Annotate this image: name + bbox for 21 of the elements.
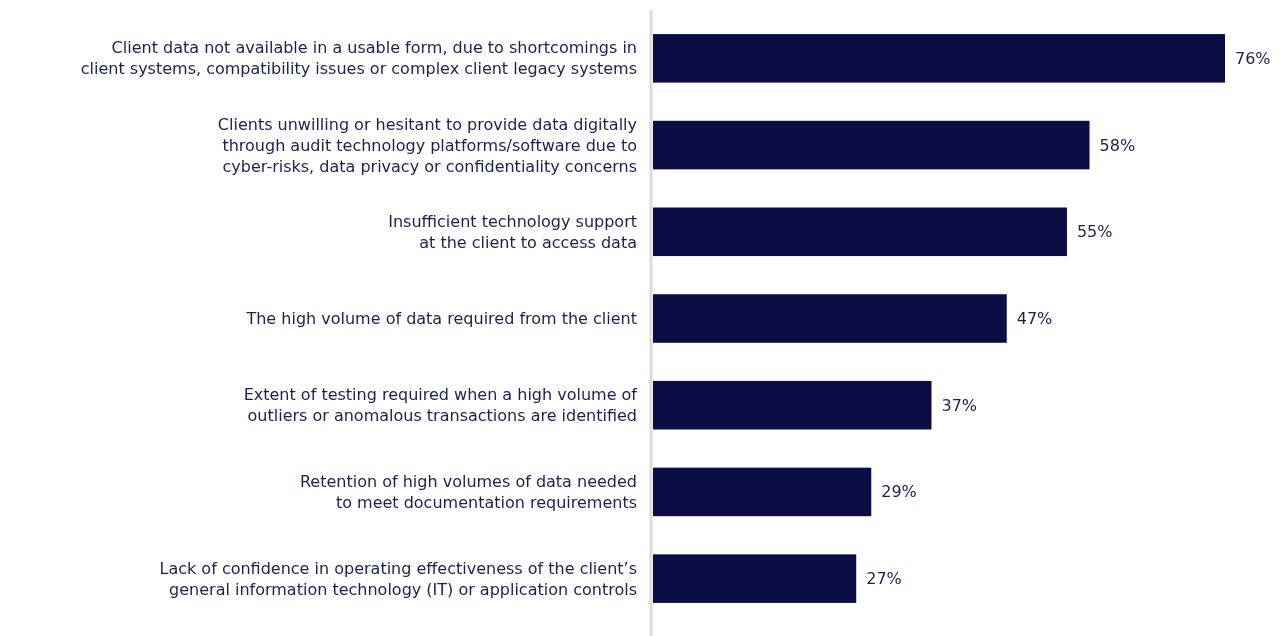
bar: [653, 34, 1225, 83]
data-label: 29%: [881, 482, 917, 502]
data-label: 76%: [1235, 48, 1271, 68]
bar: [653, 467, 872, 517]
data-label: 27%: [866, 569, 902, 589]
bar: [653, 294, 1007, 343]
y-tick-label: Client data not available in a usable form, due to shortcomings in client systems, compatibility issues or complex client legacy systems: [80, 38, 637, 79]
y-tick-label: Retention of high volumes of data needed to meet documentation requirements: [299, 471, 637, 512]
data-label: 55%: [1076, 222, 1113, 242]
data-label: 47%: [1016, 309, 1053, 328]
bar: [653, 120, 1090, 170]
data-label: 58%: [1099, 135, 1136, 155]
bar: [653, 380, 932, 430]
y-tick-label: Extent of testing required when a high volume of outliers or anomalous transactions are identified: [243, 385, 638, 426]
y-tick-label: Clients unwilling or hesitant to provide data digitally through audit technology platforms/software due to cyber-risks, data privacy or confidentiality concerns: [217, 114, 637, 176]
data-label: 37%: [941, 395, 978, 415]
bar: [653, 207, 1067, 257]
y-tick-label: Insufficient technology support at the client to access data: [388, 211, 637, 252]
bar: [653, 554, 857, 603]
y-tick-label: Lack of confidence in operating effectiveness of the client’s general information technology (IT) or application controls: [159, 558, 637, 599]
y-tick-label: The high volume of data required from the client: [245, 309, 637, 328]
